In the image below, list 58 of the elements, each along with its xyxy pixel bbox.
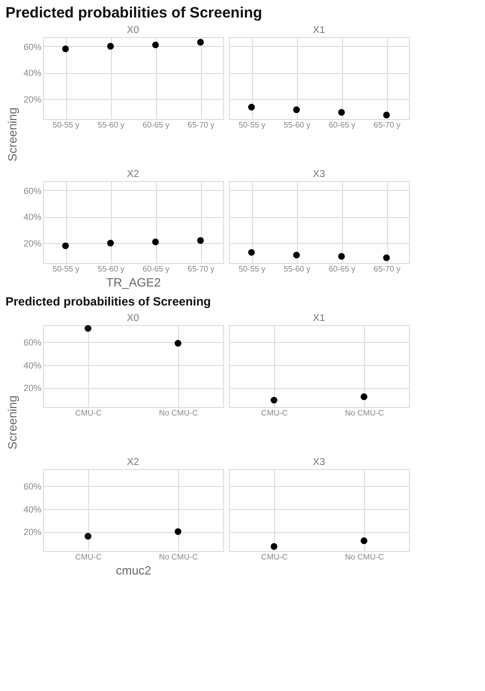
x-tick-label: No CMU-C	[344, 408, 384, 418]
chart-title: Predicted probabilities of Screening	[5, 4, 262, 22]
chart-subtitle: X1	[312, 25, 326, 36]
y-tick-label: 40%	[23, 212, 42, 222]
y-tick-label: 20%	[23, 238, 42, 249]
chart-subtitle: X1	[312, 313, 326, 324]
chart-subtitle: X2	[126, 169, 140, 180]
y-tick-label: 20%	[23, 383, 42, 394]
y-tick-label: 40%	[23, 360, 42, 370]
x-tick-label: 60-65 y	[142, 120, 170, 130]
x-tick-label: 55-60 y	[284, 264, 310, 274]
x-tick-label: 55-60 y	[98, 120, 124, 130]
y-axis-title: Screening	[5, 107, 20, 162]
x-tick-label: No CMU-C	[158, 552, 198, 562]
x-tick-label: CMU-C	[261, 552, 288, 562]
x-tick-label: 50-55 y	[52, 120, 80, 130]
x-tick-label: 50-55 y	[52, 264, 80, 274]
point	[62, 46, 69, 52]
y-tick-label: 60%	[23, 186, 42, 196]
chart-subtitle: X0	[126, 25, 140, 36]
point	[383, 112, 390, 118]
x-axis-title: TR_AGE2	[106, 276, 162, 290]
y-axis-title: Screening	[5, 395, 20, 450]
x-tick-label: CMU-C	[261, 408, 288, 418]
x-tick-label: 60-65 y	[142, 264, 170, 274]
y-tick-label: 40%	[23, 504, 42, 514]
point	[338, 109, 345, 116]
y-tick-label: 60%	[23, 482, 42, 492]
y-tick-label: 60%	[23, 338, 42, 348]
x-tick-label: 60-65 y	[328, 264, 356, 274]
y-tick-label: 60%	[23, 42, 42, 52]
point	[293, 106, 300, 114]
x-tick-label: 50-55 y	[238, 264, 266, 274]
x-tick-label: 65-70 y	[374, 264, 400, 274]
x-tick-label: CMU-C	[75, 408, 102, 418]
x-tick-label: 50-55 y	[238, 120, 266, 130]
point	[152, 42, 159, 48]
chart-title: Predicted probabilities of Screening	[5, 294, 211, 308]
y-tick-label: 20%	[23, 94, 42, 105]
point	[197, 38, 204, 46]
x-tick-label: 65-70 y	[188, 264, 214, 274]
point	[107, 42, 114, 50]
x-tick-label: 55-60 y	[98, 264, 124, 274]
chart-subtitle: X2	[126, 457, 140, 468]
x-tick-label: No CMU-C	[344, 552, 384, 562]
x-axis-title: cmuc2	[116, 564, 152, 578]
x-tick-label: 65-70 y	[374, 120, 400, 130]
chart-subtitle: X0	[126, 313, 140, 324]
point	[248, 104, 255, 110]
chart-subtitle: X3	[312, 169, 326, 180]
x-tick-label: No CMU-C	[158, 408, 198, 418]
x-tick-label: CMU-C	[75, 552, 102, 562]
y-tick-label: 40%	[23, 68, 42, 78]
chart-subtitle: X3	[312, 457, 326, 468]
y-tick-label: 20%	[23, 527, 42, 538]
x-tick-label: 55-60 y	[284, 120, 310, 130]
x-tick-label: 60-65 y	[328, 120, 356, 130]
x-tick-label: 65-70 y	[188, 120, 214, 130]
